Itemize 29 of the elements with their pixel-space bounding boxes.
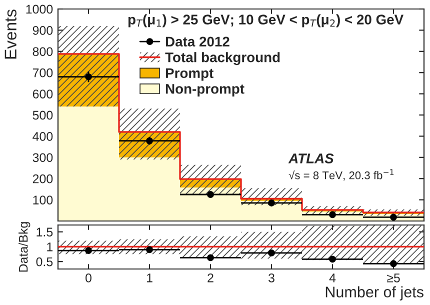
y-tick-label: 800 [32, 47, 53, 56]
y-tick-label: 300 [32, 153, 53, 162]
y-tick-label: 500 [32, 110, 53, 120]
y-tick-label: 200 [32, 174, 53, 184]
y-tick-label: 100 [33, 196, 53, 204]
x-tick-label: 0 [86, 273, 92, 282]
x-tick-label: 1 [146, 274, 152, 282]
y-axis-title: Data/Bkg [18, 222, 30, 272]
y-tick-label: 0.5 [36, 257, 53, 266]
x-tick-label: 2 [208, 273, 214, 282]
y-axis-title: Events [4, 10, 16, 59]
y-tick-label: 600 [32, 90, 53, 98]
x-tick-label: 3 [268, 273, 274, 282]
y-tick-label: 900 [32, 26, 53, 35]
y-tick-label: 1.5 [36, 228, 53, 236]
x-axis-title: Number of jets [326, 286, 424, 300]
annotation: √s = 8 TeV, 20.3 fb$^{−1}$ [288, 169, 394, 181]
legend-label: Data 2012 [166, 36, 230, 47]
y-tick-label: 700 [32, 68, 53, 78]
y-tick-label: 1000 [26, 4, 53, 14]
x-tick-label: ≥5 [386, 274, 400, 282]
x-tick-label: 4 [329, 274, 336, 282]
legend-label: Total background [165, 52, 280, 66]
legend-label: Non-prompt [166, 84, 244, 97]
legend-label: Prompt [166, 68, 214, 81]
y-tick-label: 1 [47, 242, 53, 252]
y-tick-label: 400 [32, 132, 53, 141]
text: p$_{T}$(μ$_{1}$) > 25 GeV; 10 GeV < p$_{T}$(μ$_{2}$) < 20 GeV [128, 14, 404, 28]
annotation: ATLAS [288, 154, 334, 164]
